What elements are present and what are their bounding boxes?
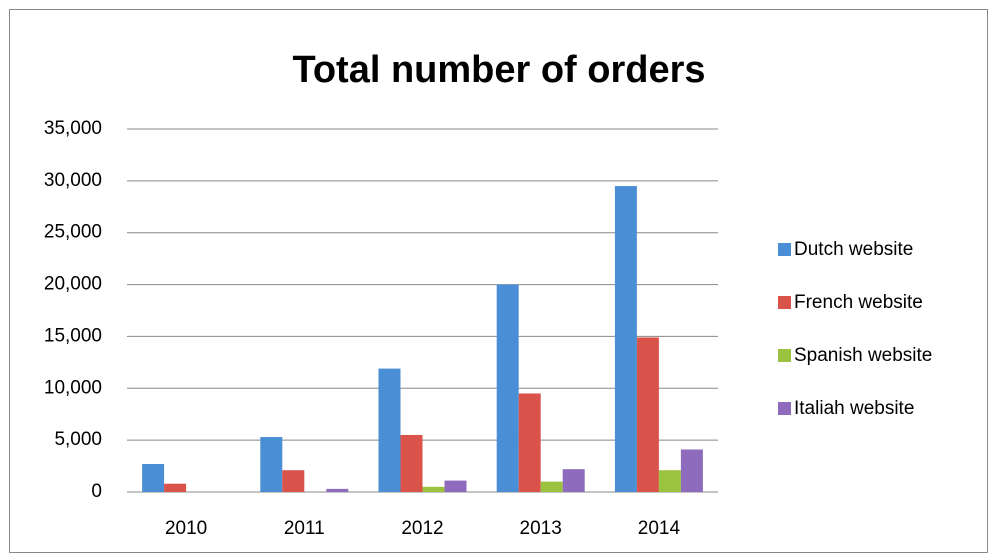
bar: [518, 393, 541, 492]
x-tick-label: 2010: [165, 518, 207, 539]
bar: [680, 449, 703, 492]
bar: [164, 483, 187, 492]
bar: [540, 481, 563, 492]
bar: [658, 470, 681, 492]
bar: [400, 434, 423, 492]
bar: [496, 284, 519, 492]
bar: [260, 437, 283, 492]
y-tick-label: 25,000: [44, 222, 102, 243]
y-tick-label: 10,000: [44, 377, 102, 398]
legend-label: French website: [794, 292, 923, 313]
bar: [142, 463, 165, 492]
legend-swatch: [778, 402, 791, 415]
x-tick-label: 2014: [638, 518, 681, 539]
legend-label: Italiah website: [794, 398, 914, 419]
y-tick-label: 0: [91, 481, 102, 502]
legend-label: Spanish website: [794, 345, 932, 366]
legend-swatch: [778, 349, 791, 362]
legend-swatch: [778, 296, 791, 309]
bar: [636, 337, 659, 492]
bar: [422, 486, 445, 492]
bar: [326, 488, 349, 492]
x-tick-label: 2011: [284, 518, 325, 539]
bar: [562, 469, 585, 492]
y-tick-label: 35,000: [44, 118, 102, 139]
legend-swatch: [778, 243, 791, 256]
legend-label: Dutch website: [794, 239, 913, 260]
bar: [282, 470, 305, 492]
y-tick-label: 20,000: [44, 274, 102, 295]
x-tick-label: 2012: [401, 518, 443, 539]
bar: [614, 186, 637, 493]
chart-title: Total number of orders: [292, 49, 705, 91]
bar: [378, 368, 401, 492]
bar: [444, 480, 467, 492]
y-tick-label: 15,000: [44, 325, 102, 346]
y-tick-label: 30,000: [44, 170, 102, 191]
y-tick-label: 5,000: [54, 429, 102, 450]
x-tick-label: 2013: [520, 518, 562, 539]
